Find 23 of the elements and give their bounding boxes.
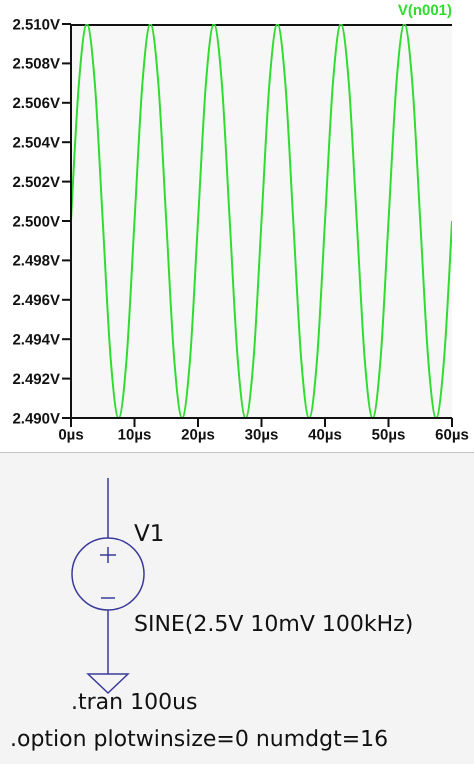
x-tick-label: 40µs <box>308 426 342 444</box>
text: SINE(2.5V 10mV 100kHz) <box>134 612 414 637</box>
x-tick-label: 50µs <box>372 426 406 444</box>
x-tick-label: 20µs <box>181 426 215 444</box>
x-tick-label: 30µs <box>244 426 278 444</box>
y-tick-label: 2.498V <box>12 252 60 270</box>
x-tick-label: 60µs <box>435 426 469 444</box>
y-tick-label: 2.500V <box>12 213 60 230</box>
y-tick-label: 2.506V <box>12 95 60 112</box>
x-tick-label: 0µs <box>58 426 84 444</box>
y-tick-label: 2.490V <box>12 410 60 428</box>
y-tick-label: 2.496V <box>12 292 60 310</box>
y-tick-label: 2.502V <box>12 174 60 191</box>
y-tick-label: 2.492V <box>12 370 60 388</box>
y-tick-label: 2.494V <box>12 332 60 349</box>
text: V1 <box>134 521 164 547</box>
y-tick-label: 2.504V <box>12 134 60 152</box>
text: .option plotwinsize=0 numdgt=16 <box>10 727 388 752</box>
text: .tran 100us <box>71 690 198 715</box>
x-tick-label: 10µs <box>118 426 152 444</box>
y-tick-label: 2.510V <box>12 16 60 34</box>
y-tick-label: 2.508V <box>12 56 60 73</box>
series-label: V(n001) <box>398 2 452 19</box>
